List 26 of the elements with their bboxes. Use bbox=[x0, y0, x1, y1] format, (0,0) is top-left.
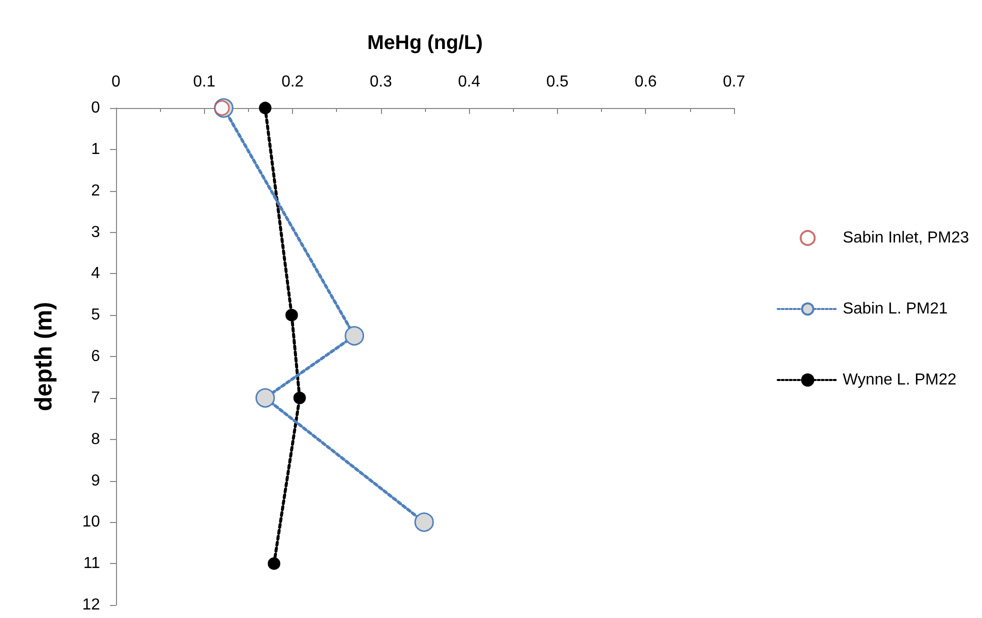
x-tick-label: 0.2 bbox=[281, 74, 304, 90]
x-tick-label: 0.5 bbox=[546, 74, 569, 90]
x-tick-label: 0.4 bbox=[458, 74, 480, 90]
y-tick-label: 7 bbox=[91, 389, 100, 406]
x-tick-label: 0.7 bbox=[722, 74, 746, 90]
y-tick-label: 0 bbox=[91, 100, 100, 116]
y-tick-label: 5 bbox=[91, 306, 100, 324]
y-tick-label: 9 bbox=[91, 472, 100, 490]
x-tick-label: 0.3 bbox=[370, 74, 392, 90]
x-tick-label: 0 bbox=[112, 74, 121, 90]
legend-label: Wynne L. PM22 bbox=[842, 372, 956, 388]
y-tick-label: 10 bbox=[82, 514, 100, 531]
y-tick-label: 6 bbox=[91, 348, 100, 365]
x-tick-label: 0.6 bbox=[634, 74, 657, 90]
y-tick-label: 8 bbox=[91, 430, 100, 448]
x-tick-label: 0.1 bbox=[193, 74, 216, 90]
x-axis-title: MeHg (ng/L) bbox=[367, 32, 483, 54]
legend-label: Sabin L. PM21 bbox=[842, 300, 948, 318]
y-tick-label: 3 bbox=[91, 224, 100, 241]
y-tick-label: 2 bbox=[91, 182, 100, 200]
y-tick-label: 12 bbox=[82, 596, 100, 614]
y-tick-label: 4 bbox=[91, 265, 100, 282]
y-axis-title: depth (m) bbox=[30, 302, 58, 412]
y-tick-label: 1 bbox=[91, 140, 100, 158]
legend-label: Sabin Inlet, PM23 bbox=[842, 230, 970, 246]
y-tick-label: 11 bbox=[83, 555, 100, 572]
